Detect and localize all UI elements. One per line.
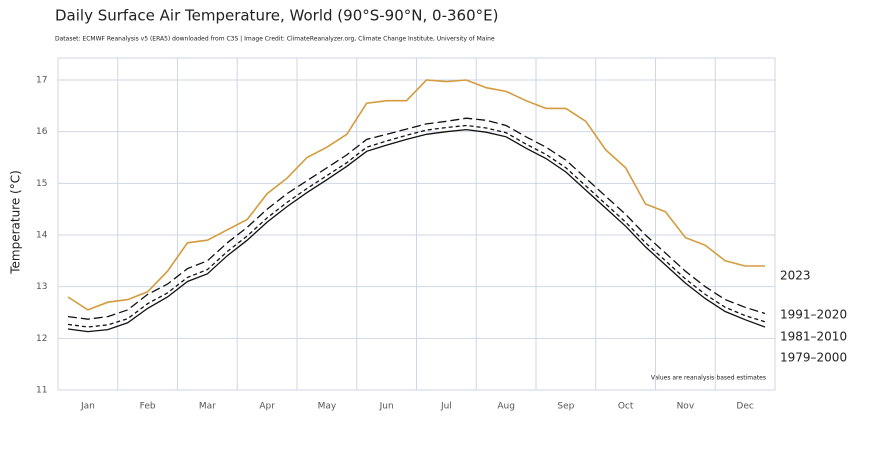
series-line (67, 79, 765, 311)
series-line (67, 128, 766, 333)
x-tick-label: May (318, 402, 337, 412)
series-label: 1981–2010 (780, 330, 847, 344)
y-tick-label: 12 (36, 334, 47, 344)
y-axis-label: Temperature (°C) (9, 170, 23, 275)
series-label: 1991–2020 (780, 308, 847, 322)
x-tick-label: Apr (259, 402, 275, 412)
y-tick-label: 11 (36, 386, 47, 396)
y-tick-label: 17 (36, 76, 47, 86)
series-label: 2023 (780, 269, 811, 283)
x-tick-label: Sep (557, 402, 574, 412)
x-tick-label: Mar (199, 402, 216, 412)
x-tick-label: Aug (497, 402, 515, 412)
x-tick-label: Feb (140, 402, 156, 412)
chart-subtitle: Dataset: ECMWF Reanalysis v5 (ERA5) down… (55, 36, 495, 43)
y-tick-label: 16 (36, 127, 48, 137)
y-tick-label: 13 (36, 282, 47, 292)
x-tick-label: Nov (677, 402, 695, 412)
note: Values are reanalysis-based estimates (651, 375, 766, 382)
series-label: 1979–2000 (780, 351, 847, 365)
series-line (67, 124, 766, 328)
chart-title: Daily Surface Air Temperature, World (90… (55, 7, 498, 25)
x-tick-label: Jan (80, 402, 95, 412)
y-tick-label: 14 (36, 231, 48, 241)
x-tick-label: Dec (736, 402, 753, 412)
x-tick-label: Jun (379, 402, 394, 412)
x-tick-label: Jul (440, 402, 452, 412)
x-tick-label: Oct (618, 402, 634, 412)
series-line (67, 117, 766, 320)
y-tick-label: 15 (36, 179, 47, 189)
